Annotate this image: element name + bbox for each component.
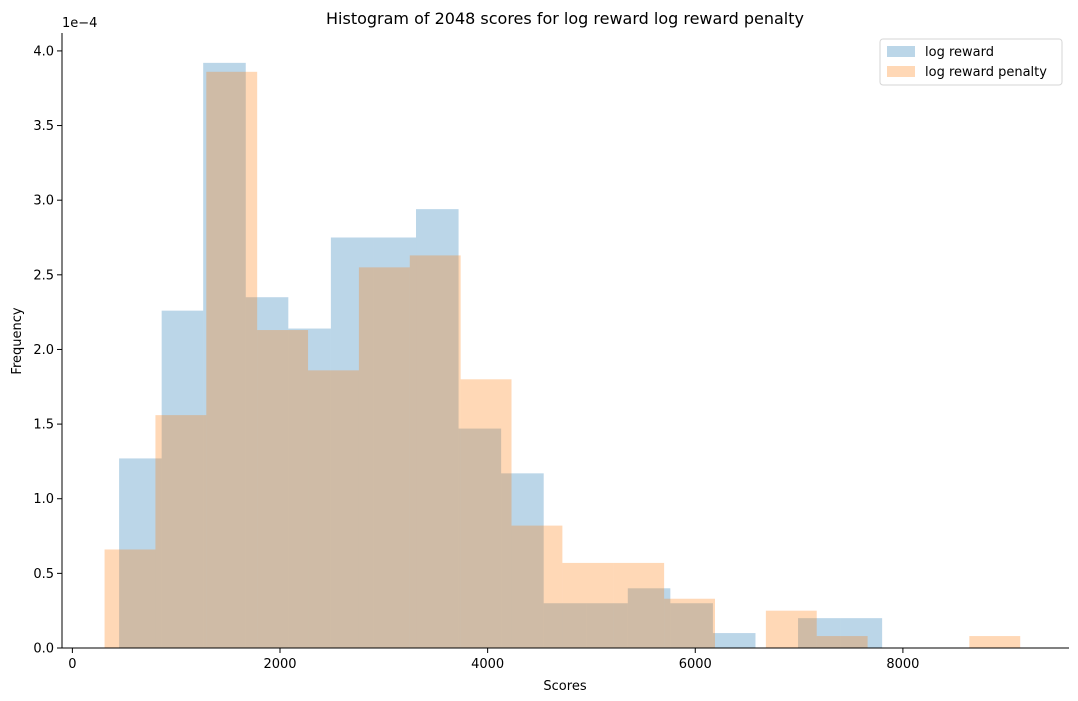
legend-frame: [879, 38, 1063, 86]
bar-series-1-bin-6: [409, 255, 461, 649]
bar-series-0-bin-2: [203, 62, 246, 648]
x-tick-label: 0: [68, 657, 76, 672]
bar-series-0-bin-7: [416, 209, 459, 648]
y-tick-label: 1.0: [33, 492, 54, 507]
y-tick-label: 2.0: [33, 343, 54, 358]
bar-series-1-bin-9: [562, 562, 614, 648]
bar-series-0-bin-0: [119, 458, 162, 648]
y-tick-label: 2.5: [33, 268, 54, 283]
y-axis-label: Frequency: [10, 307, 25, 374]
bar-series-1-bin-7: [460, 379, 512, 648]
x-tick-label: 8000: [886, 657, 919, 672]
bar-series-1-bin-5: [358, 267, 410, 648]
x-tick-label: 6000: [679, 657, 712, 672]
bar-series-1-bin-1: [155, 415, 207, 648]
legend: log reward log reward penalty: [879, 38, 1063, 86]
x-axis-label: Scores: [543, 679, 586, 694]
bar-series-0-bin-4: [288, 328, 331, 648]
bar-series-1-bin-8: [511, 525, 563, 648]
y-tick-label: 4.0: [33, 44, 54, 59]
axes: 0 2000 4000 6000 8000 0.0 0.5 1.0 1.5 2.0 2.5 3.0 3.…: [33, 33, 1069, 672]
bar-series-0-bin-11: [586, 603, 628, 648]
bar-series-1-bin-0: [104, 549, 156, 648]
bar-series-0-bin-10: [543, 603, 587, 648]
bar-series-1-bin-11: [664, 598, 715, 648]
y-tick-label: 3.5: [33, 119, 54, 134]
bar-series-1-bin-14: [816, 636, 868, 648]
bar-series-1-bin-4: [308, 370, 359, 648]
bar-series-0-bin-5: [330, 237, 374, 648]
x-tick-label: 2000: [263, 657, 296, 672]
bar-series-1-bin-13: [765, 610, 817, 648]
bar-series-0-bin-13: [670, 603, 713, 648]
bar-series-0-bin-6: [373, 237, 417, 648]
bar-series-0-bin-8: [458, 428, 502, 648]
y-tick-label: 3.0: [33, 194, 54, 209]
bar-series-1-bin-3: [257, 330, 309, 648]
y-tick-label: 0.0: [33, 642, 54, 657]
bar-series-0-bin-16: [798, 618, 841, 648]
y-tick-label: 1.5: [33, 418, 54, 433]
bar-series-1-bin-10: [613, 562, 665, 648]
legend-label: log reward: [925, 45, 994, 60]
bar-series-0-bin-1: [161, 310, 204, 648]
bar-series-1-bin-2: [206, 71, 258, 649]
chart-title: Histogram of 2048 scores for log reward …: [326, 9, 804, 28]
bar-series-0-bin-3: [245, 297, 289, 648]
x-tick-label: 4000: [471, 657, 504, 672]
bar-series-0-bin-17: [840, 618, 883, 648]
bar-series-0-bin-14: [712, 633, 756, 648]
bar-series-0-bin-12: [627, 588, 671, 648]
bars-layer: [104, 62, 1021, 649]
legend-swatch: [887, 46, 915, 57]
bar-series-1-bin-17: [969, 636, 1021, 648]
y-tick-label: 0.5: [33, 567, 54, 582]
legend-swatch: [887, 66, 915, 77]
y-offset-label: 1e−4: [62, 16, 97, 31]
bar-series-0-bin-9: [501, 473, 544, 648]
legend-label: log reward penalty: [925, 65, 1047, 80]
